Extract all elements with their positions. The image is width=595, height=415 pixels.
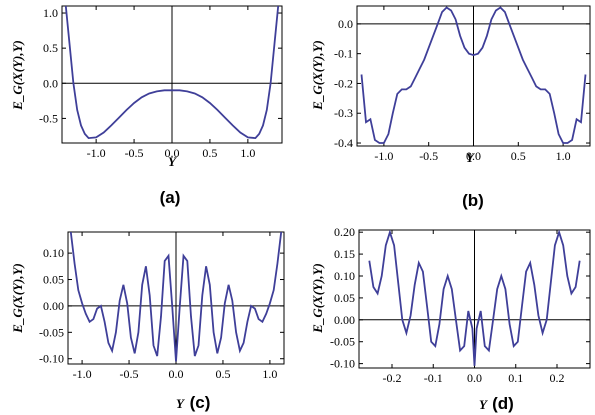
y-tick-label: -0.10 [39, 352, 64, 366]
y-tick-label: -0.05 [330, 335, 355, 349]
y-tick-label: 0.05 [43, 273, 64, 287]
x-tick-label: -1.0 [73, 367, 92, 381]
x-tick-label: -0.1 [424, 371, 443, 385]
x-axis-title: Y [176, 396, 185, 411]
x-tick-label: 1.0 [240, 146, 255, 160]
y-tick-label: -0.2 [334, 76, 353, 90]
panel-label: (b) [462, 191, 484, 210]
y-tick-label: 0.0 [43, 76, 58, 90]
y-tick-label: 1.0 [43, 6, 58, 20]
y-axis-title: E_G(X(Y),Y) [310, 263, 325, 334]
panel-d: -0.2 -0.1 0.0 0.1 0.2 -0.10 -0.05 0.00 0.05 0.10 0… [310, 225, 591, 413]
x-tick-label: 1.0 [556, 149, 571, 163]
panel-label: (a) [160, 188, 181, 207]
x-tick-label: -0.5 [125, 146, 144, 160]
panel-label: (d) [492, 394, 514, 413]
x-tick-label: 0.0 [169, 367, 184, 381]
y-tick-label: -0.5 [39, 111, 58, 125]
y-tick-label: 0.20 [334, 225, 355, 239]
x-tick-label: -1.0 [87, 146, 106, 160]
x-axis-title: Y [168, 154, 177, 169]
x-tick-label: 1.0 [262, 367, 277, 381]
x-tick-label: 0.0 [466, 149, 481, 163]
y-axis-title: E_G(X(Y),Y) [310, 40, 325, 111]
y-tick-label: 0.00 [334, 313, 355, 327]
x-tick-label: -0.5 [120, 367, 139, 381]
x-tick-label: -1.0 [374, 149, 393, 163]
y-tick-label: 0.10 [43, 246, 64, 260]
y-axis-title: E_G(X(Y),Y) [10, 40, 25, 111]
panel-a: -1.0 -0.5 0.0 0.5 1.0 -0.5 0.0 0.5 1.0 Y E_G(X(Y),… [10, 5, 283, 207]
y-tick-label: -0.05 [39, 325, 64, 339]
x-axis-title: Y [479, 397, 488, 412]
x-tick-label: 0.1 [508, 371, 523, 385]
x-axis-title: Y [466, 150, 475, 165]
x-tick-label: 0.5 [215, 367, 230, 381]
series-line [69, 232, 283, 362]
series-line [360, 6, 587, 144]
y-tick-label: 0.00 [43, 299, 64, 313]
y-tick-label: -0.4 [334, 136, 353, 150]
y-tick-label: 0.15 [334, 247, 355, 261]
y-tick-label: 0.0 [338, 17, 353, 31]
y-axis-title: E_G(X(Y),Y) [10, 263, 25, 334]
panel-b: -1.0 -0.5 0.0 0.5 1.0-0.4-0.3-0.2-0.10.0YE_G… [310, 5, 591, 210]
x-tick-label: 0.2 [550, 371, 565, 385]
x-tick-label: 0.0 [467, 371, 482, 385]
x-tick-label: -0.2 [383, 371, 402, 385]
panel-c: -1.0 -0.5 0.0 0.5 1.0 -0.10 -0.05 0.00 0.05 0.10 Y… [10, 231, 285, 412]
y-tick-label: -0.1 [334, 47, 353, 61]
series-line [368, 230, 581, 366]
y-tick-label: -0.3 [334, 106, 353, 120]
y-tick-label: -0.10 [330, 357, 355, 371]
x-tick-label: -0.5 [419, 149, 438, 163]
y-tick-label: 0.10 [334, 269, 355, 283]
x-tick-label: 0.5 [511, 149, 526, 163]
y-tick-label: 0.5 [43, 41, 58, 55]
panel-label: (c) [190, 393, 211, 412]
series-line [64, 6, 280, 140]
x-tick-label: 0.5 [202, 146, 217, 160]
y-tick-label: 0.05 [334, 291, 355, 305]
x-tick-label: 0.0 [165, 146, 180, 160]
